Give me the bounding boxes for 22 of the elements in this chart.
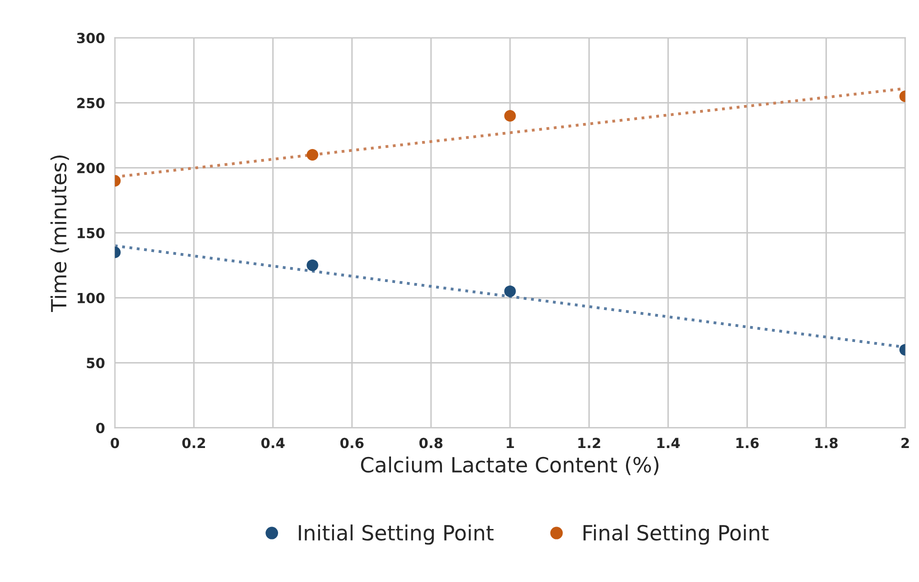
x-tick-label: 1 bbox=[506, 438, 514, 448]
x-tick-label: 1.2 bbox=[578, 438, 600, 448]
legend-label: Final Setting Point bbox=[584, 524, 769, 545]
x-tick-label: 0 bbox=[110, 438, 120, 448]
x-tick-label: 0.8 bbox=[419, 438, 442, 448]
x-axis-title: Calcium Lactate Content (%) bbox=[361, 456, 658, 476]
y-tick-label: 300 bbox=[77, 32, 104, 44]
x-tick-label: 0.4 bbox=[261, 438, 285, 448]
x-tick-label: 2 bbox=[901, 438, 909, 448]
x-tick-label: 1.8 bbox=[815, 438, 838, 448]
legend-label: Initial Setting Point bbox=[298, 524, 494, 545]
y-axis-title: Time (minutes) bbox=[50, 155, 70, 312]
x-tick-label: 0.2 bbox=[182, 438, 206, 448]
y-tick-label: 250 bbox=[77, 98, 104, 108]
y-tick-label: 0 bbox=[96, 422, 104, 434]
x-tick-label: 0.6 bbox=[340, 438, 364, 448]
y-tick-label: 200 bbox=[77, 162, 104, 174]
y-tick-label: 50 bbox=[86, 358, 104, 368]
x-tick-label: 1.6 bbox=[736, 438, 759, 448]
y-tick-label: 150 bbox=[78, 228, 104, 238]
y-tick-label: 100 bbox=[78, 292, 104, 304]
x-tick-label: 1.4 bbox=[657, 438, 680, 448]
